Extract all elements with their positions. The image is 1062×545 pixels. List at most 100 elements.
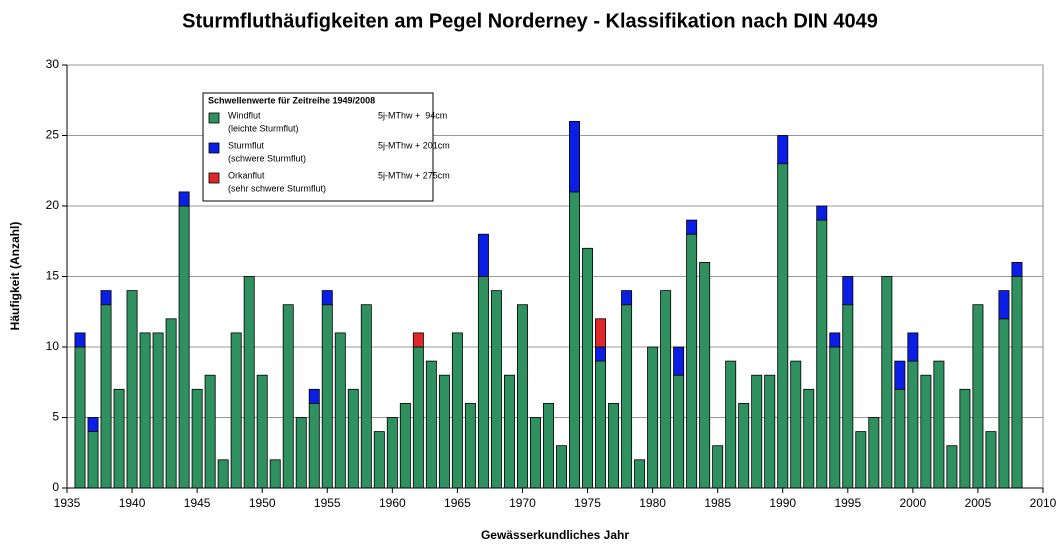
bar-segment — [842, 304, 854, 489]
legend-swatch — [208, 172, 220, 184]
bar-segment — [777, 163, 789, 489]
x-tick-label: 1980 — [639, 496, 666, 510]
bar-segment — [816, 219, 828, 489]
bar-segment — [673, 346, 685, 376]
bar-segment — [126, 290, 138, 489]
bar-segment — [686, 233, 698, 489]
bar-segment — [829, 332, 841, 348]
x-tick-label: 1950 — [249, 496, 276, 510]
bar-segment — [595, 360, 607, 489]
bar-segment — [582, 247, 594, 489]
legend-label: Orkanflut — [228, 170, 265, 180]
x-tick-label: 2000 — [900, 496, 927, 510]
bar-segment — [399, 402, 411, 489]
bar-segment — [673, 374, 685, 489]
legend-label: Sturmflut — [228, 140, 265, 150]
bar-segment — [933, 360, 945, 489]
bar-segment — [360, 304, 372, 489]
bar-segment — [347, 388, 359, 489]
x-tick-label: 1985 — [704, 496, 731, 510]
x-tick-label: 1955 — [314, 496, 341, 510]
y-tick-label: 30 — [46, 57, 60, 71]
bar-segment — [621, 290, 633, 306]
y-tick-label: 20 — [46, 198, 60, 212]
bar-segment — [386, 417, 398, 489]
bar-segment — [412, 332, 424, 348]
y-tick-label: 0 — [52, 480, 59, 494]
bar-segment — [74, 346, 86, 489]
bar-segment — [516, 304, 528, 489]
legend-title: Schwellenwerte für Zeitreihe 1949/2008 — [208, 95, 375, 105]
y-tick-label: 15 — [46, 269, 60, 283]
legend-box — [202, 92, 434, 202]
bar-segment — [74, 332, 86, 348]
x-tick-label: 1960 — [379, 496, 406, 510]
bar-segment — [894, 360, 906, 390]
legend-swatch — [208, 142, 220, 154]
bar-segment — [777, 135, 789, 165]
legend-threshold: 5j-MThw + 201cm — [378, 140, 450, 150]
bar-segment — [569, 121, 580, 193]
bar-segment — [256, 374, 268, 489]
legend-swatch — [208, 112, 220, 124]
y-axis-label: Häufigkeit (Anzahl) — [8, 222, 22, 331]
bar-segment — [87, 431, 99, 489]
bar-segment — [334, 332, 346, 489]
bar-segment — [139, 332, 151, 489]
bar-segment — [438, 374, 450, 489]
bar-segment — [204, 374, 216, 489]
bar-segment — [425, 360, 437, 489]
bar-segment — [608, 402, 620, 489]
bar-segment — [178, 191, 190, 207]
bar-segment — [920, 374, 932, 489]
bar-segment — [1011, 276, 1023, 489]
bar-segment — [907, 360, 919, 489]
bar-segment — [569, 191, 580, 489]
bar-segment — [178, 205, 190, 489]
bar-segment — [295, 417, 307, 489]
bar-segment — [308, 402, 320, 489]
bar-segment — [699, 261, 711, 489]
bar-segment — [556, 445, 567, 489]
bar-segment — [660, 290, 672, 489]
bar-segment — [634, 459, 646, 489]
x-tick-label: 1995 — [834, 496, 861, 510]
x-tick-label: 1965 — [444, 496, 471, 510]
legend-description: (leichte Sturmflut) — [228, 123, 299, 133]
bar-segment — [647, 346, 659, 489]
bar-segment — [412, 346, 424, 489]
bar-segment — [621, 304, 633, 489]
legend-label: Windflut — [228, 110, 261, 120]
bar-segment — [152, 332, 164, 489]
bar-segment — [751, 374, 763, 489]
bar-segment — [464, 402, 476, 489]
bar-segment — [230, 332, 242, 489]
x-tick-label: 1940 — [119, 496, 146, 510]
x-tick-label: 2005 — [965, 496, 992, 510]
bar-segment — [712, 445, 724, 489]
bar-segment — [842, 276, 854, 306]
x-tick-label: 2010 — [1030, 496, 1057, 510]
bar-segment — [764, 374, 776, 489]
bar-segment — [217, 459, 229, 489]
bar-segment — [191, 388, 203, 489]
bar-segment — [530, 417, 541, 489]
bar-segment — [959, 388, 971, 489]
bar-segment — [269, 459, 281, 489]
bar-segment — [595, 318, 607, 348]
legend-description: (schwere Sturmflut) — [228, 153, 306, 163]
bar-segment — [803, 388, 815, 489]
x-tick-label: 1975 — [574, 496, 601, 510]
bar-segment — [686, 219, 698, 235]
x-axis-label: Gewässerkundliches Jahr — [481, 528, 629, 542]
bar-segment — [100, 290, 112, 306]
x-tick-label: 1990 — [769, 496, 796, 510]
bar-segment — [87, 417, 99, 433]
bar-segment — [373, 431, 385, 489]
y-tick-label: 25 — [46, 128, 60, 142]
bar-segment — [855, 431, 867, 489]
bar-segment — [282, 304, 294, 489]
bar-segment — [816, 205, 828, 221]
bar-segment — [894, 388, 906, 489]
